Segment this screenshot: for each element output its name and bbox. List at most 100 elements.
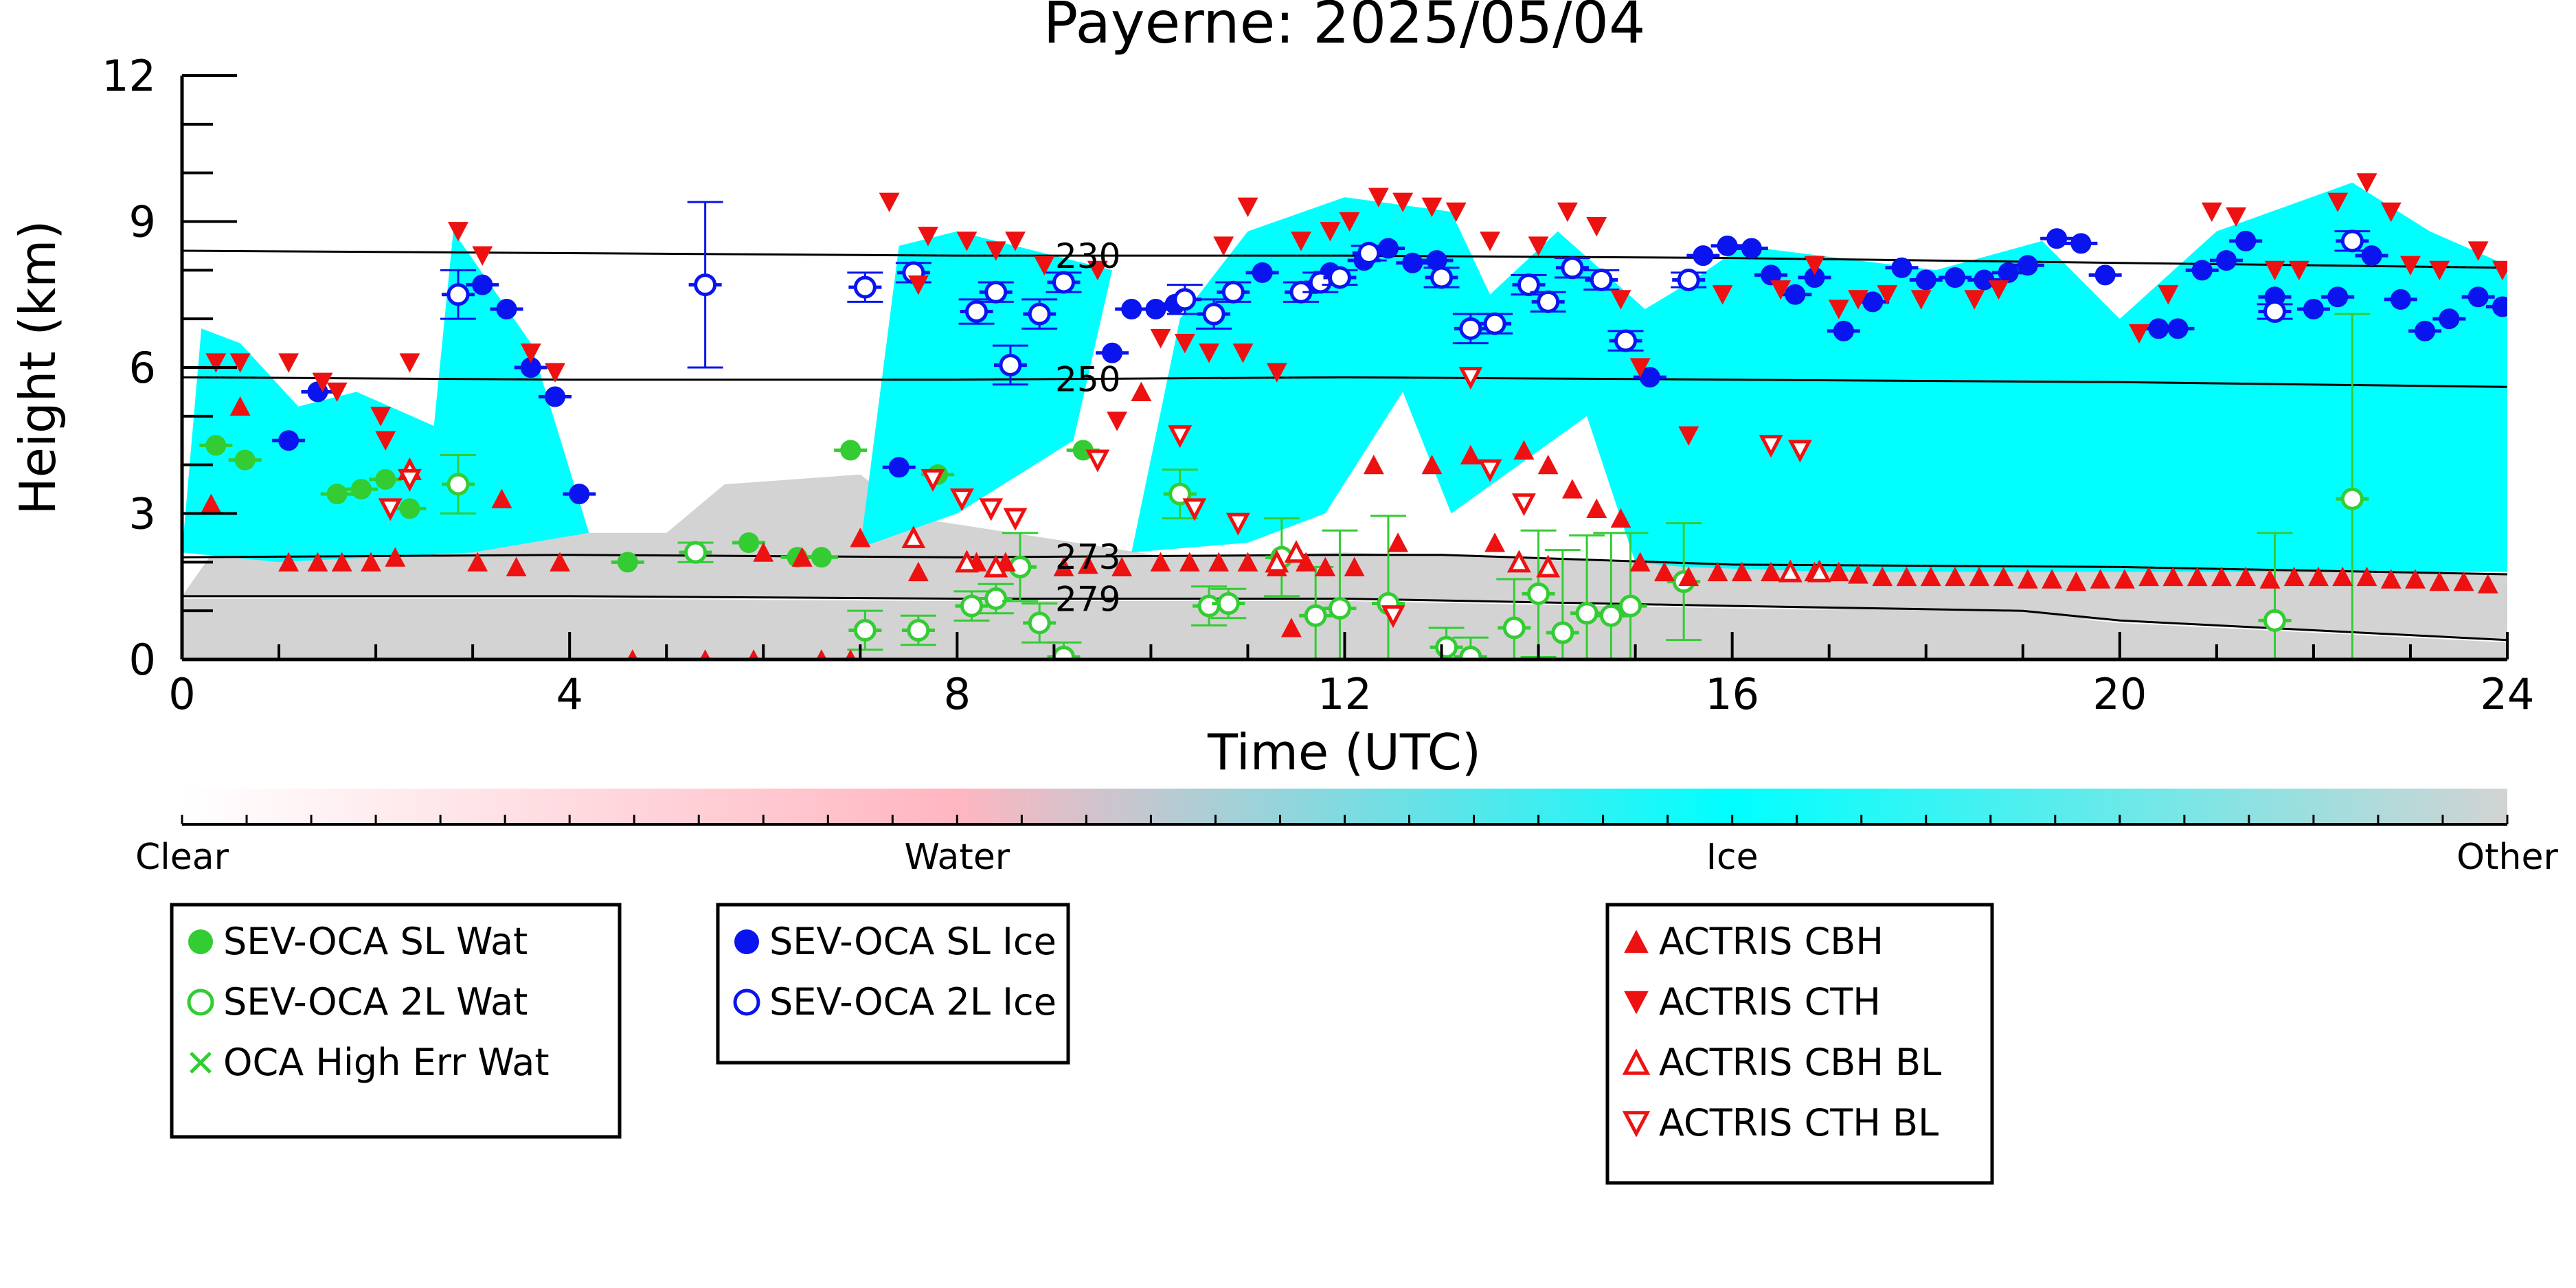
data-point bbox=[2235, 566, 2257, 587]
data-point bbox=[569, 484, 590, 505]
x-tick-label: 16 bbox=[1705, 669, 1759, 719]
data-point bbox=[1998, 262, 2019, 283]
legend-frame bbox=[716, 903, 1070, 1065]
legend-marker bbox=[1624, 929, 1649, 953]
data-point bbox=[1034, 256, 1055, 275]
data-point bbox=[1028, 611, 1051, 635]
data-point bbox=[901, 525, 926, 549]
data-point bbox=[506, 556, 527, 577]
colorbar-label: Other bbox=[2456, 837, 2558, 878]
legend-box-2: SEV-OCA SL Ice SEV-OCA 2L Ice bbox=[716, 903, 1070, 1065]
y-axis-label: Height (km) bbox=[9, 221, 67, 515]
data-point bbox=[1945, 566, 1966, 587]
data-point bbox=[1484, 532, 1506, 552]
data-point bbox=[312, 372, 333, 392]
data-point bbox=[1770, 280, 1792, 300]
legends: SEV-OCA SL Wat SEV-OCA 2L Wat OCA High Err… bbox=[170, 903, 1994, 1185]
data-point bbox=[1357, 242, 1381, 265]
data-point bbox=[1368, 188, 1389, 207]
data-point bbox=[1291, 231, 1311, 251]
data-point bbox=[1173, 288, 1197, 311]
data-point bbox=[2361, 245, 2382, 267]
data-point bbox=[1217, 592, 1240, 615]
data-point bbox=[1974, 269, 1995, 291]
data-point bbox=[627, 649, 638, 659]
data-point bbox=[1328, 597, 1351, 620]
y-tick-label: 12 bbox=[102, 51, 156, 101]
data-point bbox=[1199, 343, 1220, 363]
data-point bbox=[1480, 231, 1501, 251]
data-point bbox=[1265, 550, 1289, 573]
legend-label: OCA High Err Wat bbox=[223, 1041, 550, 1084]
data-point bbox=[1586, 498, 1607, 519]
data-point bbox=[1993, 566, 2014, 587]
data-point bbox=[845, 649, 856, 659]
data-point bbox=[326, 484, 348, 505]
data-point bbox=[1430, 266, 1454, 289]
data-point bbox=[907, 561, 929, 582]
data-point bbox=[2303, 299, 2324, 319]
data-point bbox=[1478, 459, 1502, 482]
data-point bbox=[307, 552, 328, 572]
data-point bbox=[2288, 260, 2309, 281]
data-point bbox=[1677, 269, 1700, 291]
other-region bbox=[182, 474, 2507, 640]
data-point bbox=[2187, 566, 2208, 587]
contour-label-279: 279 bbox=[1055, 579, 1120, 619]
axes: 0 4 8 12 16 20 24 0 3 6 9 12 bbox=[102, 51, 2534, 719]
legend-label: ACTRIS CTH BL bbox=[1659, 1101, 1939, 1144]
data-point bbox=[2356, 566, 2377, 587]
series-sev-oca-2l-wat bbox=[440, 313, 2371, 659]
data-point bbox=[2399, 256, 2421, 275]
data-point bbox=[1053, 556, 1074, 577]
data-point bbox=[361, 552, 381, 572]
data-point bbox=[2114, 569, 2135, 589]
data-point bbox=[1787, 440, 1812, 463]
data-point bbox=[1557, 202, 1578, 223]
data-point bbox=[956, 231, 978, 251]
data-point bbox=[331, 552, 352, 572]
data-point bbox=[954, 550, 979, 573]
data-point bbox=[1506, 550, 1531, 573]
data-point bbox=[2429, 260, 2450, 281]
data-point bbox=[1807, 559, 1832, 583]
data-point bbox=[278, 353, 300, 373]
colorbar-label: Clear bbox=[135, 837, 229, 878]
data-point bbox=[1610, 508, 1631, 528]
data-point bbox=[472, 274, 493, 295]
data-point bbox=[791, 547, 813, 567]
data-point bbox=[2477, 574, 2498, 594]
data-point bbox=[1459, 317, 1482, 340]
data-point bbox=[1102, 342, 1122, 363]
data-point bbox=[699, 649, 711, 659]
data-point bbox=[496, 299, 517, 319]
data-point bbox=[545, 386, 566, 407]
contour-line-250 bbox=[182, 376, 2507, 388]
data-point bbox=[1077, 554, 1098, 574]
data-point bbox=[1717, 235, 1738, 256]
data-point bbox=[1629, 358, 1651, 378]
data-point bbox=[694, 273, 717, 297]
data-point bbox=[888, 457, 909, 478]
legend-marker bbox=[733, 988, 760, 1016]
data-point bbox=[853, 275, 877, 299]
data-point bbox=[375, 468, 396, 490]
legend-box-1: SEV-OCA SL Wat SEV-OCA 2L Wat OCA High Err… bbox=[170, 903, 622, 1139]
data-point bbox=[1328, 266, 1351, 289]
data-point bbox=[1517, 273, 1540, 297]
series-actris-cth bbox=[205, 173, 2507, 451]
data-point bbox=[2264, 260, 2285, 281]
data-point bbox=[2211, 566, 2232, 587]
cloud-regions bbox=[182, 182, 2507, 659]
data-point bbox=[1445, 202, 1467, 223]
data-point bbox=[385, 547, 406, 567]
data-point bbox=[1458, 367, 1483, 390]
legend-frame bbox=[170, 903, 622, 1139]
data-point bbox=[1945, 267, 1966, 288]
data-point bbox=[907, 619, 930, 642]
data-point bbox=[1459, 645, 1482, 659]
data-point bbox=[1182, 498, 1207, 521]
data-point bbox=[1653, 561, 1675, 582]
data-point bbox=[1877, 285, 1898, 305]
